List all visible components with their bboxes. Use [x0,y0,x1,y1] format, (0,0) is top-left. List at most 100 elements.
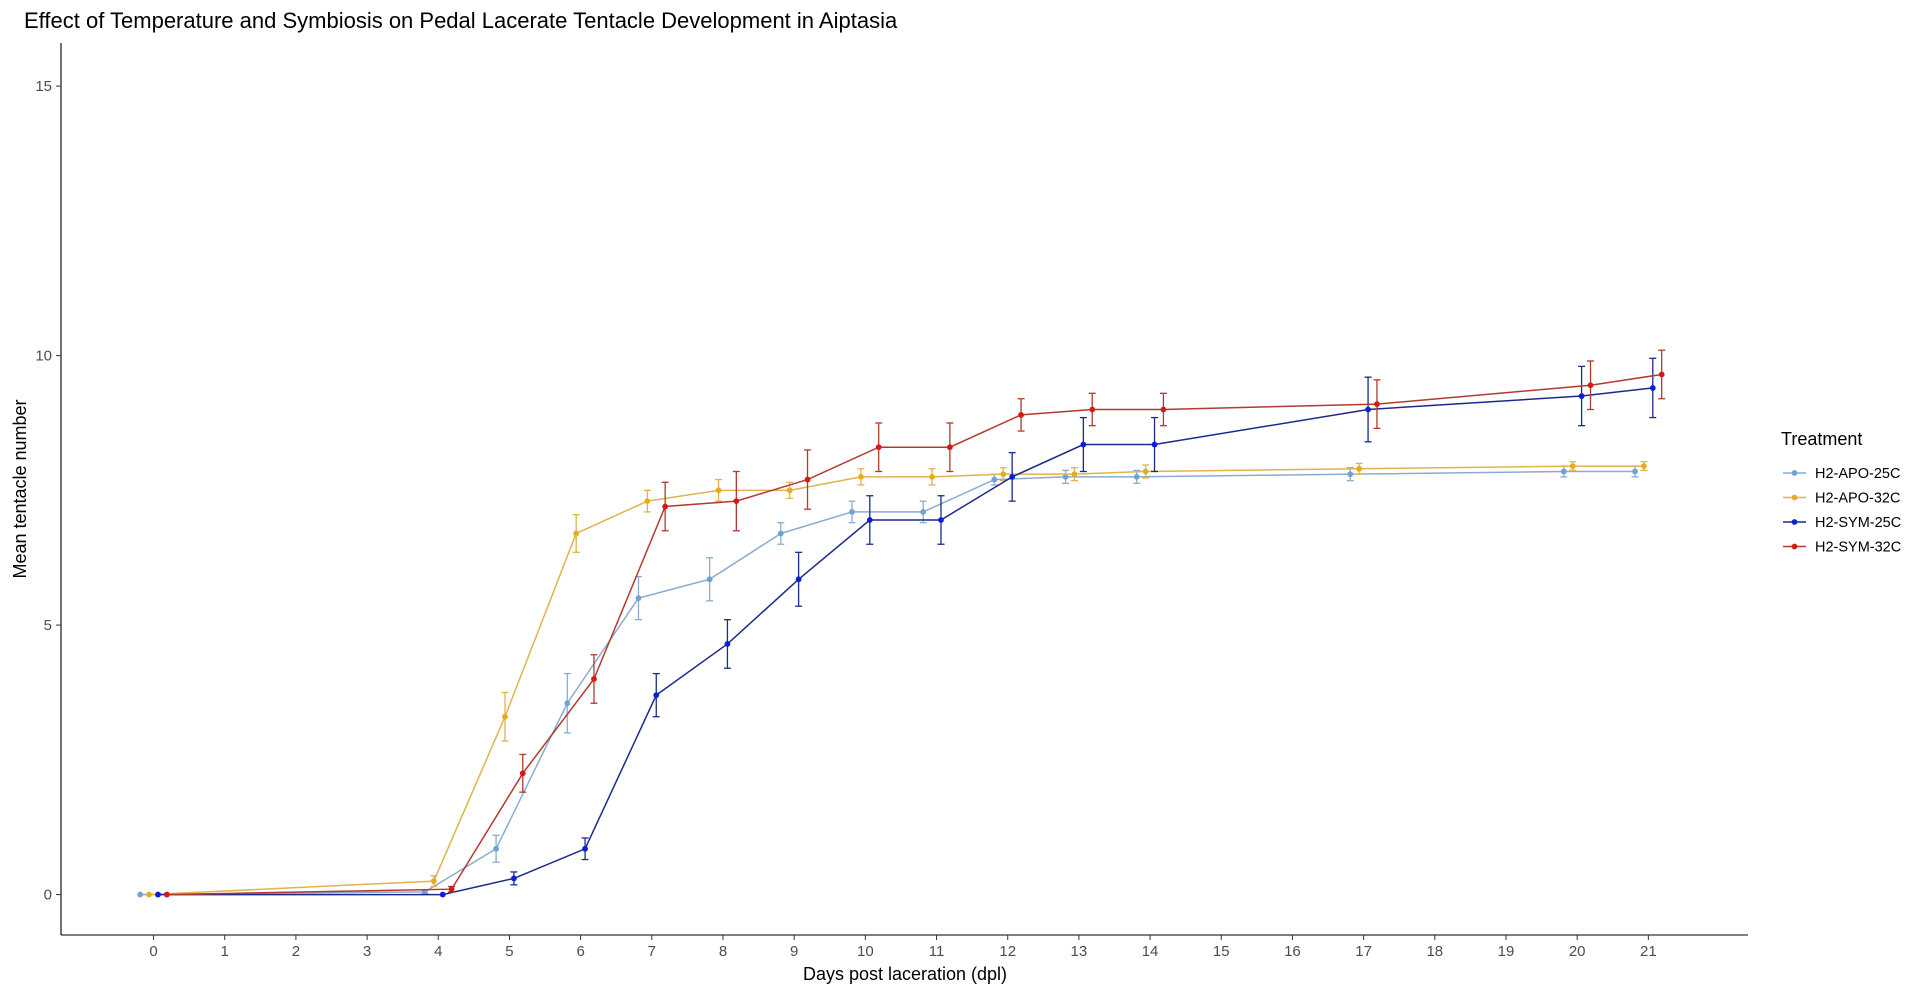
data-point [1356,465,1363,472]
data-point [1569,463,1576,469]
data-point [137,891,144,898]
data-point [591,676,597,682]
data-point [866,517,873,523]
data-point [1560,468,1567,475]
series-h2-sym-32c [163,349,1666,898]
y-tick-label: 15 [35,78,52,95]
axes [60,43,1748,936]
y-tick-label: 10 [35,348,52,365]
data-point [733,498,740,505]
data-point [938,517,944,523]
x-tick-label: 18 [1426,943,1443,960]
x-tick-label: 8 [719,943,727,960]
data-point [1649,385,1656,391]
data-point [804,476,811,483]
data-point [502,713,508,720]
data-point [163,891,170,898]
legend-item: H2-SYM-25C [1783,515,1901,531]
data-point [146,891,152,898]
x-tick-label: 11 [929,943,945,960]
data-point [653,692,660,699]
data-point [929,473,935,480]
data-point [582,845,588,852]
legend-title: Treatment [1781,429,1862,449]
series-h2-sym-25c [155,357,1657,898]
data-point [1089,406,1096,413]
legend: Treatment H2-APO-25C H2-APO-32C H2-SYM-25C… [1781,429,1901,556]
x-tick-label: 7 [648,943,656,960]
data-point [662,503,669,510]
legend-label: H2-APO-25C [1815,466,1900,482]
x-axis-title: Days post laceration (dpl) [803,964,1007,984]
x-tick-label: 16 [1284,943,1301,960]
data-point [991,476,998,483]
legend-key-point [1791,470,1798,476]
data-point [493,845,499,852]
data-point [448,886,455,893]
y-tick-label: 0 [44,887,52,904]
legend-label: H2-SYM-25C [1815,515,1901,531]
x-tick-label: 21 [1640,943,1657,960]
x-tick-label: 2 [292,943,300,960]
data-point [1640,463,1647,469]
data-point [644,498,651,505]
x-tick-label: 5 [505,943,513,960]
data-point [920,509,927,515]
data-point [1632,468,1638,475]
data-point [1587,382,1594,389]
x-tick-label: 3 [363,943,371,960]
data-point [564,700,571,707]
legend-item: H2-APO-25C [1783,466,1900,482]
x-tick-label: 12 [999,943,1016,960]
x-tick-label: 4 [434,943,442,960]
data-point [795,576,802,583]
data-point [1000,471,1007,478]
x-tick-label: 0 [149,943,157,960]
chart-title: Effect of Temperature and Symbiosis on P… [24,8,898,33]
x-tick-label: 6 [576,943,584,960]
x-tick-label: 19 [1498,943,1515,960]
data-point [1018,411,1024,418]
data-point [724,641,731,647]
legend-item: H2-SYM-32C [1783,540,1901,556]
data-point [155,891,161,898]
data-point [1374,401,1380,408]
legend-label: H2-SYM-32C [1815,540,1901,556]
data-point [849,509,855,515]
x-tick-label: 13 [1071,943,1088,960]
data-point [573,530,580,537]
x-tick-label: 14 [1142,943,1159,960]
data-point [1578,393,1585,399]
data-point [875,444,882,451]
legend-label: H2-APO-32C [1815,491,1900,507]
data-point [1160,406,1167,413]
data-point [858,473,864,480]
legend-key-point [1791,494,1798,501]
data-point [786,487,793,494]
data-point [1142,468,1149,475]
data-point [777,530,784,537]
data-point [706,576,713,583]
data-point [715,487,722,494]
data-point [1658,371,1665,378]
x-tick-label: 1 [221,943,229,960]
data-point [430,878,437,885]
x-tick-label: 10 [857,943,874,960]
data-point [1365,406,1371,413]
y-axis-title: Mean tentacle number [10,399,30,578]
data-series [137,349,1666,898]
data-point [1071,471,1078,478]
data-point [1080,441,1087,448]
series-h2-apo-32c [146,461,1648,898]
data-point [635,595,642,602]
legend-item: H2-APO-32C [1783,491,1900,507]
data-point [1009,473,1016,480]
data-point [510,875,517,882]
data-point [1062,473,1069,480]
data-point [1151,441,1158,448]
data-point [519,770,526,777]
x-tick-label: 15 [1213,943,1230,960]
x-tick-label: 20 [1569,943,1586,960]
